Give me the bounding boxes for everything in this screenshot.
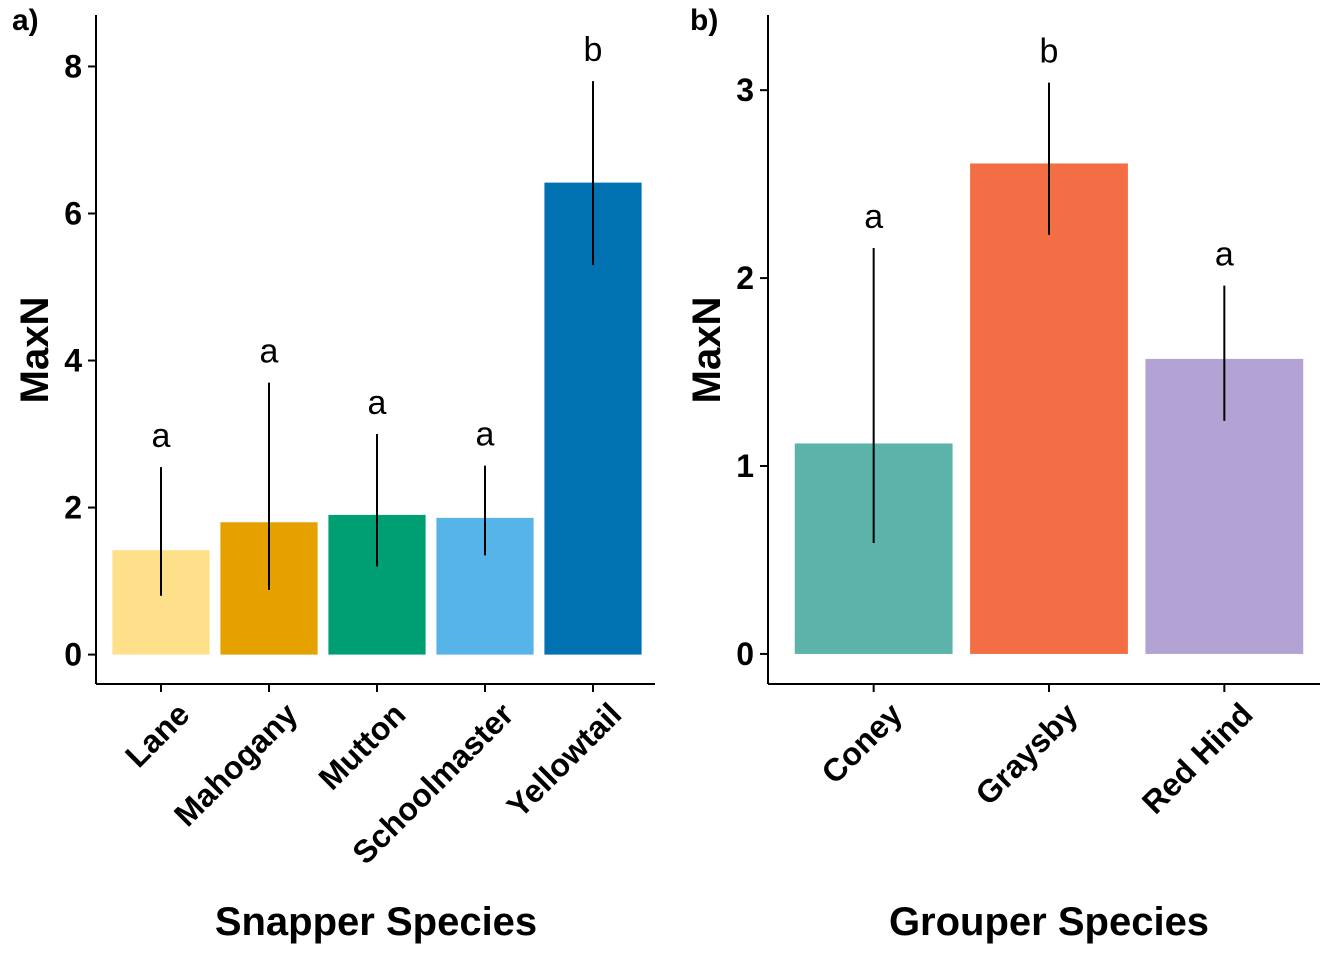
significance-label-graysby: b	[1040, 33, 1059, 71]
x-tick-label-mutton: Mutton	[312, 696, 413, 797]
grouper-y-ticks: 0 1 2 3	[736, 72, 768, 672]
significance-label-coney: a	[864, 198, 883, 236]
y-tick-label: 8	[64, 48, 82, 84]
y-tick-label: 2	[64, 490, 82, 526]
snapper-significance-labels: a a a a b	[152, 31, 603, 455]
snapper-x-axis-title: Snapper Species	[215, 900, 537, 944]
x-tick-label-coney: Coney	[814, 696, 909, 791]
significance-label-mutton: a	[368, 384, 387, 422]
grouper-x-axis-title: Grouper Species	[889, 900, 1209, 944]
grouper-panel: b) a b a 0 1 2 3 Coney Graysby Red Hind Grouper…	[685, 4, 1320, 944]
grouper-x-ticks: Coney Graysby Red Hind	[814, 684, 1260, 821]
significance-label-yellowtail: b	[584, 31, 603, 69]
y-tick-label: 6	[64, 195, 82, 231]
x-tick-label-lane: Lane	[118, 696, 196, 774]
snapper-y-ticks: 0 2 4 6 8	[64, 48, 96, 673]
x-tick-label-graysby: Graysby	[968, 696, 1084, 812]
bar-graysby	[970, 163, 1128, 654]
significance-label-lane: a	[152, 417, 171, 455]
panel-a-tag: a)	[12, 4, 39, 37]
panel-b-tag: b)	[690, 4, 718, 37]
significance-label-red-hind: a	[1215, 236, 1234, 274]
grouper-y-axis-title: MaxN	[685, 297, 729, 404]
grouper-significance-labels: a b a	[864, 33, 1234, 274]
y-tick-label: 2	[736, 260, 754, 296]
snapper-error-bars	[160, 81, 594, 596]
y-tick-label: 4	[64, 343, 82, 379]
y-tick-label: 1	[736, 448, 754, 484]
y-tick-label: 0	[64, 637, 82, 673]
y-tick-label: 0	[736, 636, 754, 672]
x-tick-label-yellowtail: Yellowtail	[500, 696, 629, 825]
x-tick-label-red-hind: Red Hind	[1135, 696, 1260, 821]
snapper-y-axis-title: MaxN	[13, 297, 57, 404]
significance-label-mahogany: a	[260, 333, 279, 371]
significance-label-schoolmaster: a	[476, 416, 495, 454]
grouper-error-bars	[872, 82, 1226, 544]
y-tick-label: 3	[736, 72, 754, 108]
